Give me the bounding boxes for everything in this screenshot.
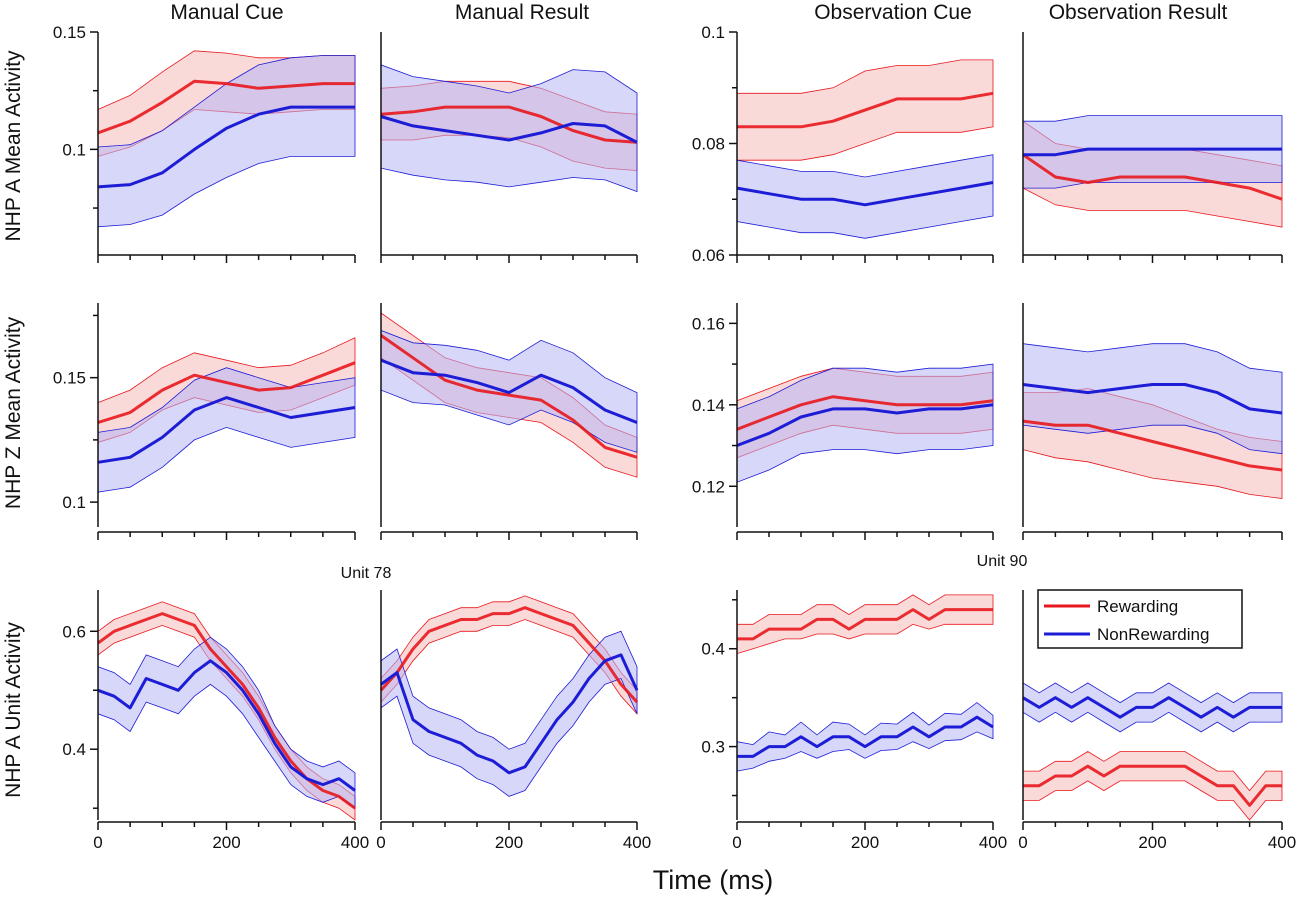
row-label-nhp-a-mean: NHP A Mean Activity bbox=[2, 50, 25, 242]
panel-r0-c1-line-rewarding bbox=[380, 105, 638, 144]
panel-r2-c2: 0 200 400 0.4 0.3 bbox=[701, 590, 1007, 852]
panel-r1-c2-line-rewarding bbox=[736, 395, 994, 431]
panel-r1-c3-line-rewarding bbox=[1022, 419, 1283, 472]
column-title-manual-cue: Manual Cue bbox=[170, 1, 283, 24]
panel-r1-c0-y-tick-label-0-1: 0.1 bbox=[62, 493, 86, 512]
panel-r1-c0-line-rewarding bbox=[97, 361, 356, 424]
row-label-nhp-z-mean: NHP Z Mean Activity bbox=[2, 316, 25, 509]
panel-r1-c1-line-nonrewarding bbox=[380, 358, 638, 424]
panel-r0-c2-y-tick-label-0-1: 0.1 bbox=[701, 23, 725, 42]
panel-r2-c0-line-rewarding bbox=[97, 612, 356, 810]
panel-r2-c1-x-tick-label-200: 200 bbox=[495, 833, 523, 852]
panel-r0-c0-line-nonrewarding bbox=[97, 105, 355, 189]
panel-r2-c0: 0 200 400 0.6 0.4 bbox=[62, 590, 369, 852]
panel-r2-c2-band-rewarding bbox=[736, 594, 994, 655]
legend-box bbox=[1037, 589, 1243, 649]
panel-r1-c0-line-nonrewarding bbox=[97, 396, 356, 464]
panel-r2-c0-x-tick-label-400: 400 bbox=[341, 833, 369, 852]
panel-r1-c0-band-nonrewarding bbox=[97, 367, 356, 493]
panel-r1-c2-y-tick-label-0-14: 0.14 bbox=[692, 396, 725, 415]
panel-r0-c0-line-rewarding bbox=[97, 79, 355, 135]
panel-r0-c3-line-rewarding bbox=[1022, 153, 1283, 201]
panel-r2-c0-line-nonrewarding bbox=[97, 659, 356, 792]
panel-r1-c0-y-tick-label-0-15: 0.15 bbox=[53, 369, 86, 388]
legend-label-rewarding: Rewarding bbox=[1097, 597, 1178, 616]
panel-r0-c2-line-nonrewarding bbox=[736, 181, 994, 207]
panel-r2-c2-x-tick-label-400: 400 bbox=[979, 833, 1007, 852]
panel-r0-c1-band-nonrewarding bbox=[380, 64, 638, 193]
panel-r2-c0-y-tick-label-0-6: 0.6 bbox=[62, 622, 86, 641]
panel-r0-c0: 0.15 0.1 bbox=[53, 23, 356, 263]
unit-label-78: Unit 78 bbox=[341, 565, 392, 582]
panel-r2-c0-y-tick-label-0-4: 0.4 bbox=[62, 740, 86, 759]
panel-r0-c3 bbox=[1022, 32, 1283, 263]
row-label-nhp-a-unit: NHP A Unit Activity bbox=[2, 622, 25, 798]
panel-r1-c1-line-rewarding bbox=[380, 334, 638, 459]
panel-r2-c3-x-tick-label-0: 0 bbox=[1018, 833, 1027, 852]
x-axis-label: Time (ms) bbox=[653, 865, 773, 895]
panel-r2-c1-line-nonrewarding bbox=[380, 653, 639, 775]
panel-r2-c2-y-tick-label-0-3: 0.3 bbox=[701, 738, 725, 757]
panel-r1-c3 bbox=[1022, 303, 1283, 540]
panel-r2-c1-band-nonrewarding bbox=[380, 630, 638, 797]
panels-group: 0.15 0.1 0.1 0.08 0.06 0.15 0.1 0.16 0.14 0.12 0 20… bbox=[53, 23, 1296, 852]
legend-label-nonrewarding: NonRewarding bbox=[1097, 625, 1209, 644]
panel-r0-c2-y-tick-label-0-08: 0.08 bbox=[692, 135, 725, 154]
panel-r2-c3-line-nonrewarding bbox=[1022, 696, 1282, 719]
panel-r2-c2-band-nonrewarding bbox=[736, 702, 994, 772]
unit-label-90: Unit 90 bbox=[977, 553, 1028, 570]
panel-r2-c3: 0 200 400 bbox=[1018, 590, 1296, 852]
panel-r2-c1: 0 200 400 bbox=[376, 590, 651, 852]
panel-r2-c2-y-tick-label-0-4: 0.4 bbox=[701, 640, 725, 659]
panel-r2-c3-line-rewarding bbox=[1023, 764, 1282, 807]
panel-r1-c2-y-tick-label-0-16: 0.16 bbox=[692, 314, 725, 333]
panel-r2-c0-x-tick-label-200: 200 bbox=[212, 833, 240, 852]
panel-r1-c1 bbox=[380, 303, 638, 540]
panel-r0-c0-band-nonrewarding bbox=[97, 55, 356, 228]
panel-r0-c2-line-rewarding bbox=[737, 91, 994, 129]
panel-r2-c2-x-tick-label-0: 0 bbox=[732, 833, 741, 852]
panel-r0-c1-line-nonrewarding bbox=[380, 115, 638, 144]
panel-r2-c3-x-tick-label-400: 400 bbox=[1268, 833, 1296, 852]
panel-r0-c0-y-tick-label-0-1: 0.1 bbox=[62, 140, 86, 159]
legend: Rewarding NonRewarding bbox=[1037, 589, 1243, 649]
panel-r2-c3-x-tick-label-200: 200 bbox=[1138, 833, 1166, 852]
panel-r2-c2-x-tick-label-200: 200 bbox=[851, 833, 879, 852]
column-title-manual-result: Manual Result bbox=[455, 1, 589, 24]
panel-r0-c2-y-tick-label-0-06: 0.06 bbox=[692, 246, 725, 265]
column-title-observation-result: Observation Result bbox=[1049, 1, 1228, 24]
panel-r1-c2: 0.16 0.14 0.12 bbox=[692, 303, 994, 540]
panel-r2-c3-band-rewarding bbox=[1022, 751, 1283, 821]
panel-r2-c2-line-nonrewarding bbox=[737, 715, 994, 758]
panel-r1-c2-y-tick-label-0-12: 0.12 bbox=[692, 477, 725, 496]
panel-r2-c1-x-tick-label-0: 0 bbox=[376, 833, 385, 852]
panel-r0-c2: 0.1 0.08 0.06 bbox=[692, 23, 994, 265]
panel-r1-c2-band-nonrewarding bbox=[736, 363, 994, 483]
panel-r0-c0-y-tick-label-0-15: 0.15 bbox=[53, 23, 86, 42]
panel-r0-c3-line-nonrewarding bbox=[1023, 147, 1282, 157]
panel-r0-c2-band-nonrewarding bbox=[736, 154, 994, 239]
panel-r2-c1-x-tick-label-400: 400 bbox=[623, 833, 651, 852]
panel-r1-c2-line-nonrewarding bbox=[736, 403, 994, 447]
panel-r2-c2-line-rewarding bbox=[737, 608, 993, 641]
panel-r0-c1 bbox=[380, 32, 638, 263]
panel-r2-c0-x-tick-label-0: 0 bbox=[93, 833, 102, 852]
panel-r1-c3-line-nonrewarding bbox=[1022, 383, 1283, 415]
column-title-observation-cue: Observation Cue bbox=[814, 1, 972, 24]
panel-r2-c1-line-rewarding bbox=[379, 606, 639, 704]
panel-r1-c0: 0.15 0.1 bbox=[53, 303, 356, 540]
